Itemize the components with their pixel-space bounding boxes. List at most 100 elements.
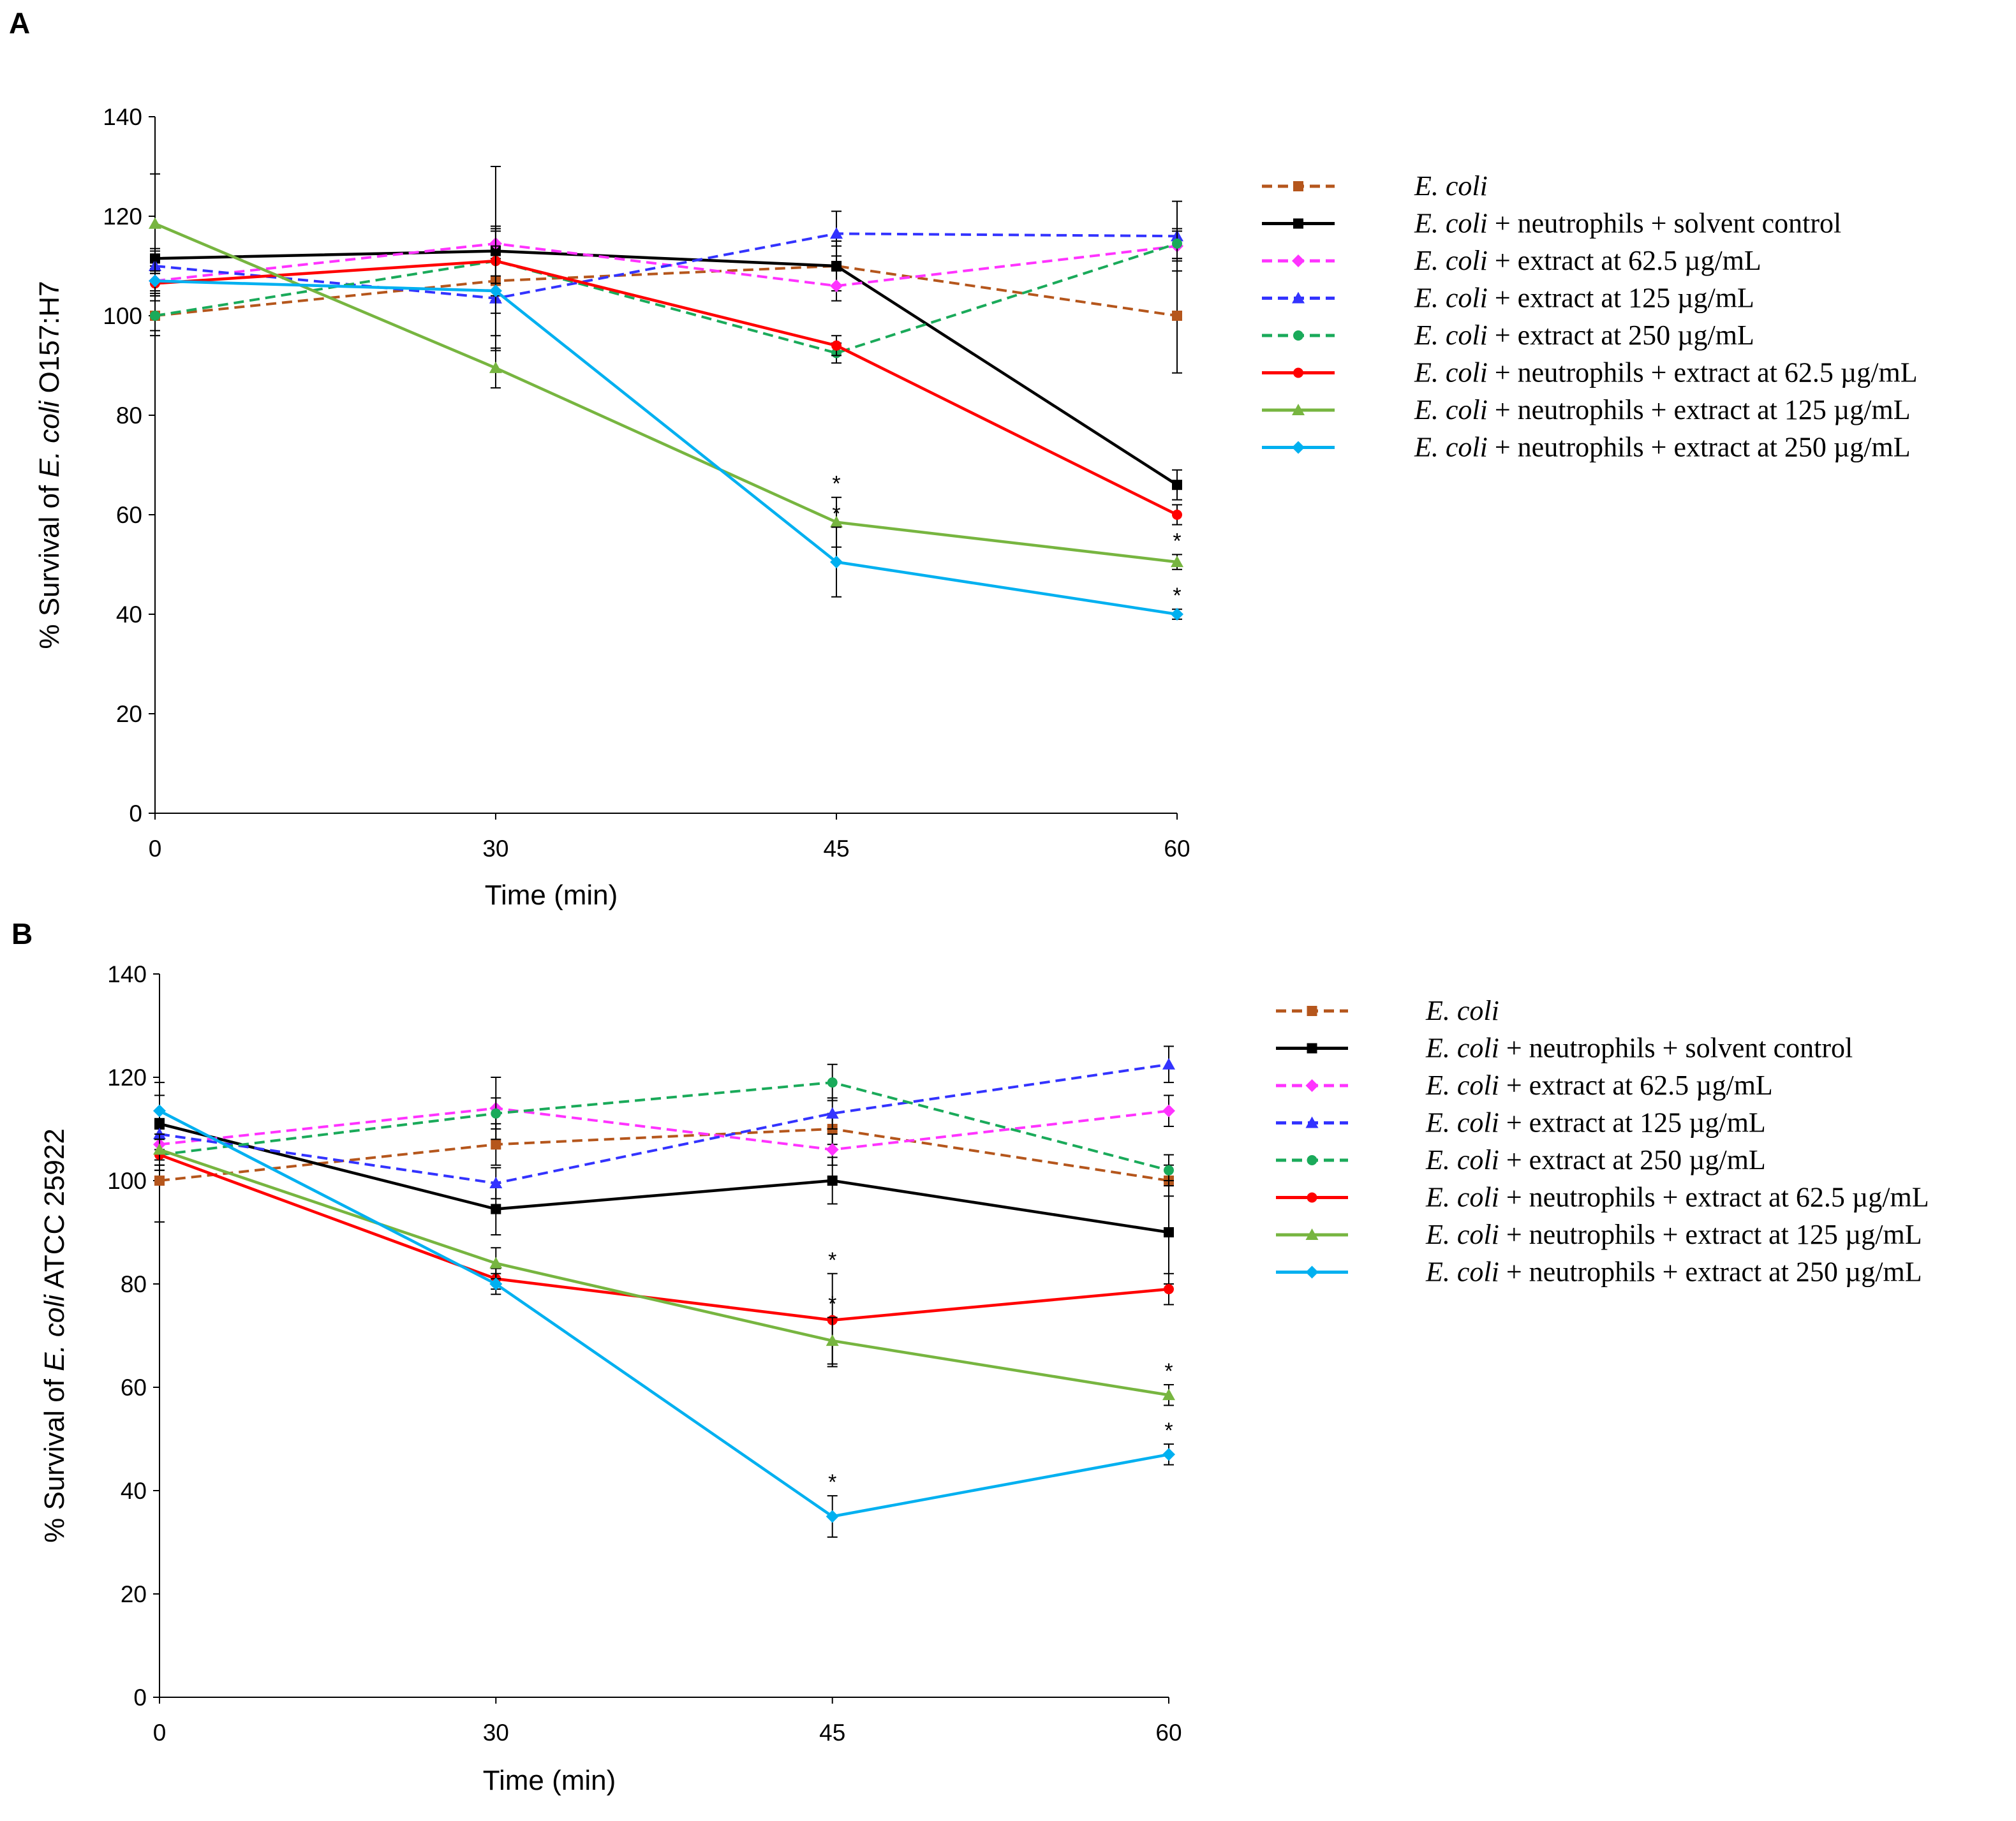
data-point bbox=[489, 1278, 503, 1290]
legend-label: E. coli bbox=[1425, 995, 1499, 1026]
series-4 bbox=[153, 1045, 1175, 1200]
legend-marker bbox=[1292, 254, 1305, 267]
y-tick-label: 140 bbox=[103, 104, 142, 130]
series-line bbox=[154, 242, 1178, 355]
legend-label: E. coli + neutrophils + extract at 62.5 … bbox=[1425, 1182, 1929, 1213]
y-tick-label: 140 bbox=[107, 961, 147, 987]
legend-label: E. coli + extract at 250 µg/mL bbox=[1414, 320, 1754, 351]
x-tick-label: 0 bbox=[153, 1720, 167, 1746]
significance-mark: * bbox=[832, 502, 840, 526]
data-point bbox=[489, 284, 502, 297]
series-7 bbox=[149, 173, 1183, 570]
x-tick-label: 45 bbox=[823, 836, 849, 862]
legend-label: E. coli + neutrophils + extract at 250 µ… bbox=[1425, 1257, 1922, 1288]
data-point bbox=[826, 1510, 839, 1523]
series-line bbox=[159, 1122, 1169, 1234]
series-line bbox=[158, 1109, 1169, 1518]
data-point bbox=[1172, 510, 1182, 520]
series-line bbox=[154, 264, 1178, 317]
series-line bbox=[154, 222, 1178, 564]
x-tick-label: 30 bbox=[482, 836, 508, 862]
legend-entry-2: E. coli + neutrophils + solvent control bbox=[1262, 208, 1841, 239]
data-point bbox=[830, 515, 843, 527]
y-tick-label: 60 bbox=[116, 502, 142, 528]
series-6 bbox=[154, 1139, 1174, 1368]
legend-entry-7: E. coli + neutrophils + extract at 125 µ… bbox=[1276, 1219, 1922, 1250]
series-line bbox=[159, 1127, 1169, 1182]
data-point bbox=[1162, 1058, 1175, 1070]
y-tick-label: 40 bbox=[121, 1478, 147, 1504]
data-point bbox=[1164, 1284, 1174, 1295]
legend-marker bbox=[1292, 291, 1305, 304]
data-point bbox=[150, 311, 160, 321]
legend-marker bbox=[1292, 441, 1305, 454]
y-tick-label: 0 bbox=[133, 1685, 147, 1711]
x-tick-label: 60 bbox=[1164, 836, 1190, 862]
data-point bbox=[153, 1104, 166, 1117]
data-point bbox=[826, 1334, 839, 1346]
series-line bbox=[154, 259, 1178, 517]
series-8 bbox=[149, 230, 1183, 621]
legend-label: E. coli + extract at 62.5 µg/mL bbox=[1414, 245, 1761, 276]
data-point bbox=[1172, 480, 1182, 490]
series-line bbox=[154, 279, 1178, 616]
data-point bbox=[830, 279, 843, 293]
panel-a: A 0 20 40 60 80 100 120 140 0 30 45 60 Time (min) % Su… bbox=[9, 6, 1918, 911]
legend-entry-8: E. coli + neutrophils + extract at 250 µ… bbox=[1262, 432, 1911, 463]
legend-marker bbox=[1305, 1265, 1319, 1279]
data-point bbox=[489, 1257, 503, 1269]
legend-marker bbox=[1292, 404, 1305, 415]
x-axis-title: Time (min) bbox=[485, 880, 618, 911]
panel-label: B bbox=[11, 917, 33, 950]
legend-label: E. coli + extract at 250 µg/mL bbox=[1425, 1144, 1766, 1176]
significance-mark: * bbox=[828, 1248, 836, 1272]
significance-mark: * bbox=[1164, 1359, 1173, 1383]
data-point bbox=[1172, 238, 1182, 249]
legend-marker bbox=[1293, 367, 1303, 378]
series-line bbox=[159, 1063, 1169, 1185]
legend-marker bbox=[1305, 1116, 1319, 1128]
data-point bbox=[830, 556, 843, 569]
legend-entry-6: E. coli + neutrophils + extract at 62.5 … bbox=[1262, 357, 1918, 388]
data-point bbox=[154, 1176, 165, 1186]
series-3 bbox=[153, 1077, 1175, 1166]
legend-entry-6: E. coli + neutrophils + extract at 62.5 … bbox=[1276, 1182, 1929, 1213]
data-point bbox=[1172, 311, 1182, 321]
y-tick-label: 120 bbox=[103, 203, 142, 230]
data-point bbox=[1162, 1104, 1175, 1117]
legend-marker bbox=[1293, 218, 1303, 229]
series-line bbox=[154, 249, 1178, 487]
x-tick-label: 45 bbox=[819, 1720, 845, 1746]
legend-label: E. coli + extract at 62.5 µg/mL bbox=[1425, 1070, 1773, 1101]
legend-entry-3: E. coli + extract at 62.5 µg/mL bbox=[1262, 245, 1761, 276]
data-point bbox=[827, 1176, 838, 1186]
y-tick-label: 80 bbox=[121, 1271, 147, 1297]
legend-label: E. coli + neutrophils + extract at 250 µ… bbox=[1414, 432, 1911, 463]
data-point bbox=[1164, 1227, 1174, 1237]
y-tick-label: 100 bbox=[107, 1168, 147, 1194]
legend-marker bbox=[1307, 1043, 1317, 1054]
series-line bbox=[159, 1148, 1169, 1397]
legend-label: E. coli + neutrophils + extract at 62.5 … bbox=[1414, 357, 1918, 388]
data-point bbox=[1162, 1448, 1175, 1461]
data-point bbox=[1162, 1389, 1175, 1401]
series-line bbox=[159, 1153, 1169, 1322]
series-7 bbox=[153, 1133, 1175, 1406]
y-tick-label: 20 bbox=[121, 1581, 147, 1607]
legend-entry-5: E. coli + extract at 250 µg/mL bbox=[1262, 320, 1754, 351]
series-8 bbox=[153, 1095, 1175, 1538]
series-2 bbox=[154, 1082, 1174, 1285]
y-axis-title: % Survival of E. coli O157:H7 bbox=[34, 281, 65, 649]
significance-mark: * bbox=[832, 472, 840, 496]
significance-mark: * bbox=[828, 1470, 836, 1494]
legend-label: E. coli + neutrophils + solvent control bbox=[1425, 1033, 1853, 1064]
legend-marker bbox=[1305, 1228, 1319, 1240]
legend-entry-4: E. coli + extract at 125 µg/mL bbox=[1276, 1107, 1766, 1139]
data-point bbox=[489, 1177, 503, 1189]
data-point bbox=[149, 217, 161, 229]
data-point bbox=[149, 274, 161, 288]
data-point bbox=[831, 261, 842, 271]
significance-mark: * bbox=[1173, 584, 1181, 608]
legend-marker bbox=[1305, 1079, 1319, 1092]
